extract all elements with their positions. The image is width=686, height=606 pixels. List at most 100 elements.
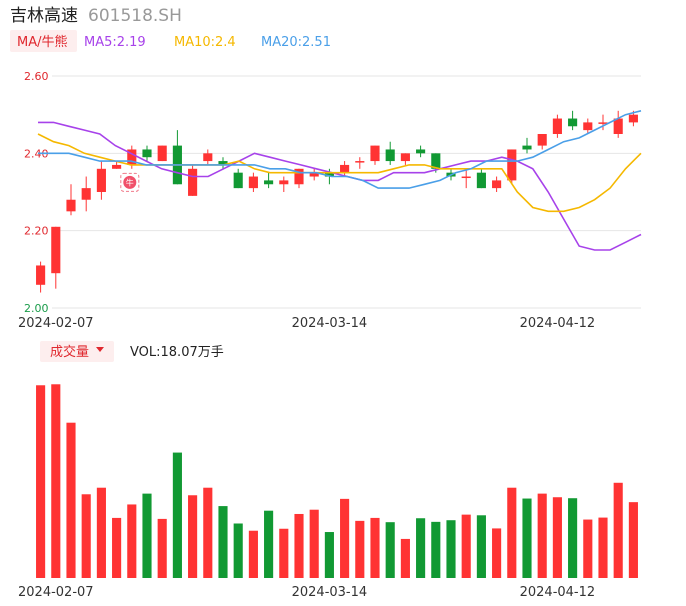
volume-x-axis: 2024-02-07 2024-03-14 2024-04-12 — [18, 585, 595, 600]
volume-bar — [294, 513, 304, 578]
moving-average-lines — [37, 110, 642, 251]
ma5-legend: MA5:2.19 — [84, 35, 146, 50]
candle-body — [294, 168, 304, 185]
volume-bar — [340, 498, 350, 578]
volume-bar — [522, 498, 532, 578]
volume-bar — [598, 517, 608, 578]
price-x-tick-label: 2024-03-14 — [292, 316, 368, 331]
volume-bar — [233, 523, 243, 578]
price-x-tick-label: 2024-04-12 — [520, 316, 596, 331]
candle-body — [492, 180, 502, 189]
volume-bar — [36, 385, 46, 578]
volume-bar — [431, 521, 441, 578]
candle-body — [96, 168, 106, 192]
volume-bar — [583, 519, 593, 578]
volume-bar — [400, 538, 410, 578]
price-grid — [52, 75, 641, 309]
volume-bar-series — [36, 384, 638, 578]
candle-body — [583, 122, 593, 131]
candle-body — [127, 149, 137, 165]
stock-name: 吉林高速 — [10, 6, 78, 26]
ma5-line — [38, 121, 642, 251]
volume-bar — [568, 498, 578, 578]
candle-body — [142, 149, 152, 158]
bull-badge-dot — [123, 175, 137, 189]
bull-badge-glyph: 牛 — [126, 177, 134, 187]
volume-bar — [461, 514, 471, 578]
bull-badge-frame — [120, 172, 140, 192]
candle-body — [36, 265, 46, 285]
price-y-tick-label: 2.40 — [24, 147, 49, 160]
volume-bar — [324, 532, 334, 578]
volume-bar — [385, 522, 395, 578]
candle-body — [537, 134, 547, 146]
volume-bar — [203, 487, 213, 578]
ma-indicator-button[interactable]: MA/牛熊 — [17, 34, 68, 50]
volume-bar — [492, 528, 502, 578]
volume-bar — [248, 530, 258, 578]
volume-bar — [446, 520, 456, 578]
candle-body — [203, 153, 213, 162]
volume-bar — [66, 422, 76, 578]
candle-body — [51, 226, 61, 274]
price-y-tick-label: 2.60 — [24, 70, 49, 83]
candle-body — [264, 180, 274, 185]
volume-bar — [507, 487, 517, 578]
price-y-tick-label: 2.20 — [24, 225, 49, 238]
candle-body — [355, 161, 365, 163]
volume-bar — [628, 502, 638, 578]
candle-body — [188, 168, 198, 196]
volume-indicator-button[interactable]: 成交量 — [50, 344, 89, 360]
candle-body — [400, 153, 410, 162]
candle-body — [613, 118, 623, 134]
volume-bar — [172, 452, 182, 578]
candle-body — [81, 188, 91, 200]
volume-bar — [537, 493, 547, 578]
price-y-axis: 2.00 2.20 2.40 2.60 — [24, 70, 49, 315]
ma20-legend: MA20:2.51 — [261, 35, 331, 50]
stock-code: 601518.SH — [88, 6, 182, 26]
volume-bar — [370, 517, 380, 578]
candle-body — [385, 149, 395, 162]
volume-bar — [309, 509, 319, 578]
volume-x-tick-label: 2024-03-14 — [292, 585, 368, 600]
price-x-axis: 2024-02-07 2024-03-14 2024-04-12 — [18, 316, 595, 331]
candle-body — [476, 172, 486, 189]
price-x-tick-label: 2024-02-07 — [18, 316, 94, 331]
candle-body — [218, 161, 228, 165]
volume-bar — [188, 495, 198, 578]
candle-body — [340, 164, 350, 173]
volume-x-tick-label: 2024-04-12 — [520, 585, 596, 600]
candle-body — [431, 153, 441, 169]
volume-bar — [552, 497, 562, 578]
dropdown-caret-icon[interactable] — [96, 347, 104, 352]
candle-body — [157, 145, 167, 162]
candle-body — [461, 176, 471, 179]
volume-bar — [142, 493, 152, 578]
volume-indicator-button-bg[interactable] — [40, 341, 114, 362]
candle-body — [628, 114, 638, 123]
candle-body — [248, 176, 258, 189]
volume-bar — [416, 518, 426, 578]
candle-body — [233, 172, 243, 189]
candle-body — [112, 164, 122, 169]
candle-body — [279, 180, 289, 185]
volume-bar — [279, 528, 289, 578]
candle-body — [66, 199, 76, 212]
candle-body — [416, 149, 426, 154]
volume-bar — [81, 494, 91, 578]
candle-body — [370, 145, 380, 162]
volume-x-tick-label: 2024-02-07 — [18, 585, 94, 600]
volume-bar — [157, 518, 167, 578]
candle-body — [309, 172, 319, 177]
candle-body — [507, 149, 517, 181]
volume-bar — [218, 506, 228, 578]
candle-body — [522, 145, 532, 150]
candle-body — [568, 118, 578, 127]
candle-body — [324, 172, 334, 177]
price-y-tick-label: 2.00 — [24, 302, 49, 315]
volume-bar — [476, 515, 486, 578]
bull-badge-icon[interactable]: 牛 — [120, 172, 140, 192]
ma-indicator-button-bg[interactable] — [10, 30, 77, 52]
